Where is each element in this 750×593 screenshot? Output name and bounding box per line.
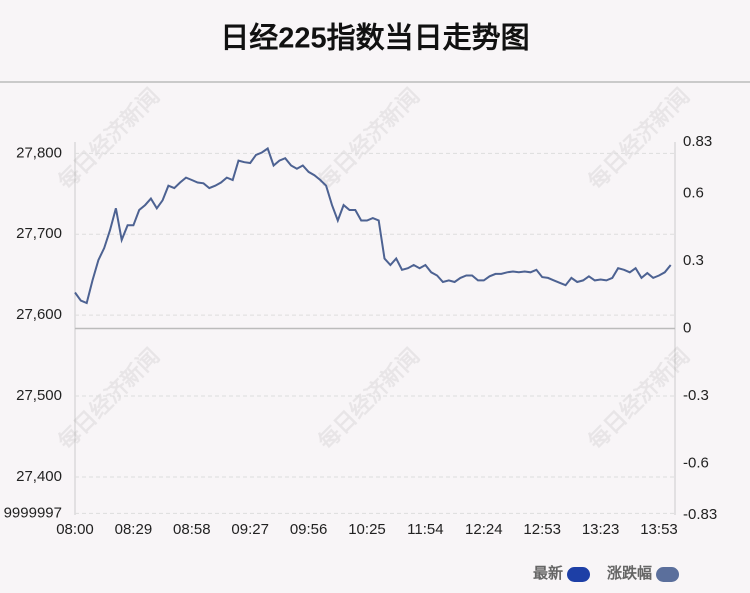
y-tick-label: 27,800 bbox=[16, 144, 62, 161]
x-tick-label: 13:53 bbox=[640, 521, 678, 538]
price-line bbox=[74, 146, 672, 305]
chart-title: 日经225指数当日走势图 bbox=[220, 21, 529, 55]
x-tick-label: 09:27 bbox=[231, 521, 269, 538]
x-tick-label: 10:25 bbox=[348, 521, 386, 538]
x-tick-label: 13:23 bbox=[582, 521, 620, 538]
x-tick-label: 09:56 bbox=[290, 521, 328, 538]
y2-tick-label: -0.3 bbox=[683, 387, 709, 404]
legend-swatch bbox=[567, 567, 591, 582]
x-tick-label: 08:29 bbox=[115, 521, 153, 538]
legend-label: 涨跌幅 bbox=[607, 564, 652, 582]
y-tick-label: 27,500 bbox=[16, 387, 62, 404]
y2-tick-label: 0.6 bbox=[683, 185, 704, 202]
legend-label: 最新 bbox=[533, 564, 563, 582]
y-tick-label: 27,400 bbox=[16, 468, 62, 485]
x-tick-label: 11:54 bbox=[407, 521, 443, 538]
y-tick-label: 27,700 bbox=[16, 225, 62, 242]
y2-tick-label: -0.6 bbox=[683, 454, 709, 471]
x-tick-label: 08:58 bbox=[173, 521, 211, 538]
y2-tick-label: 0 bbox=[683, 319, 691, 336]
legend-swatch bbox=[656, 567, 680, 582]
y2-tick-label: 0.3 bbox=[683, 252, 704, 269]
y-tick-label: 9999997 bbox=[4, 504, 62, 521]
y-tick-label: 27,600 bbox=[16, 306, 62, 323]
x-tick-label: 08:00 bbox=[56, 521, 94, 538]
x-tick-label: 12:24 bbox=[465, 521, 503, 538]
y2-tick-label: 0.83 bbox=[683, 133, 712, 150]
x-tick-label: 12:53 bbox=[523, 521, 561, 538]
y2-tick-label: -0.83 bbox=[683, 506, 717, 523]
